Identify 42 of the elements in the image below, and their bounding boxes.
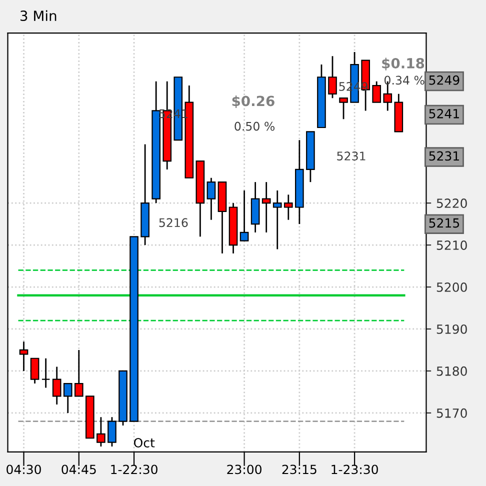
candlestick (262, 181, 271, 234)
y-tick-label: 5170 (436, 408, 467, 418)
annotation: Oct (134, 438, 155, 448)
candlestick (30, 358, 40, 384)
x-tick-label: 04:30 (6, 464, 41, 474)
annotation: 0.34 % (384, 76, 424, 85)
candlestick (240, 190, 249, 242)
candlestick (63, 382, 72, 414)
text: 5215 (429, 218, 460, 228)
candlestick (96, 416, 106, 448)
annotation: 5249 (339, 82, 368, 91)
candlestick (284, 194, 293, 221)
x-tick-label: 1-22:30 (111, 464, 158, 474)
text: 5231 (429, 151, 459, 161)
candlestick (272, 190, 282, 250)
annotation: $0.26 (232, 95, 274, 108)
candlestick (108, 416, 116, 448)
y-tick-label: 5200 (436, 282, 467, 292)
x-tick-label: 23:00 (227, 464, 262, 474)
candlestick (19, 340, 28, 372)
annotation: 5241 (159, 109, 188, 118)
annotation: 5216 (159, 218, 188, 228)
annotation: 0.50 % (234, 122, 275, 131)
chart-title: 3 Min (20, 10, 56, 22)
y-tick-label: 5220 (436, 198, 467, 208)
candlestick (52, 366, 62, 406)
y-tick-label: 5190 (436, 324, 467, 334)
y-tick-label: 5180 (436, 366, 467, 376)
annotation: $0.18 (382, 58, 424, 70)
annotation: 5231 (337, 152, 366, 160)
x-tick-label: 1-23:30 (332, 464, 378, 474)
candlestick (372, 80, 382, 104)
candlestick (206, 177, 216, 221)
candlestick (74, 349, 84, 397)
text: 5249 (429, 75, 460, 85)
x-tick-label: 04:45 (62, 464, 96, 474)
y-tick-label: 5210 (436, 240, 467, 250)
candlestick (339, 97, 348, 120)
x-tick-label: 23:15 (282, 464, 316, 474)
candlestick (41, 358, 50, 388)
candlestick (328, 55, 337, 99)
text: 5241 (429, 108, 459, 118)
